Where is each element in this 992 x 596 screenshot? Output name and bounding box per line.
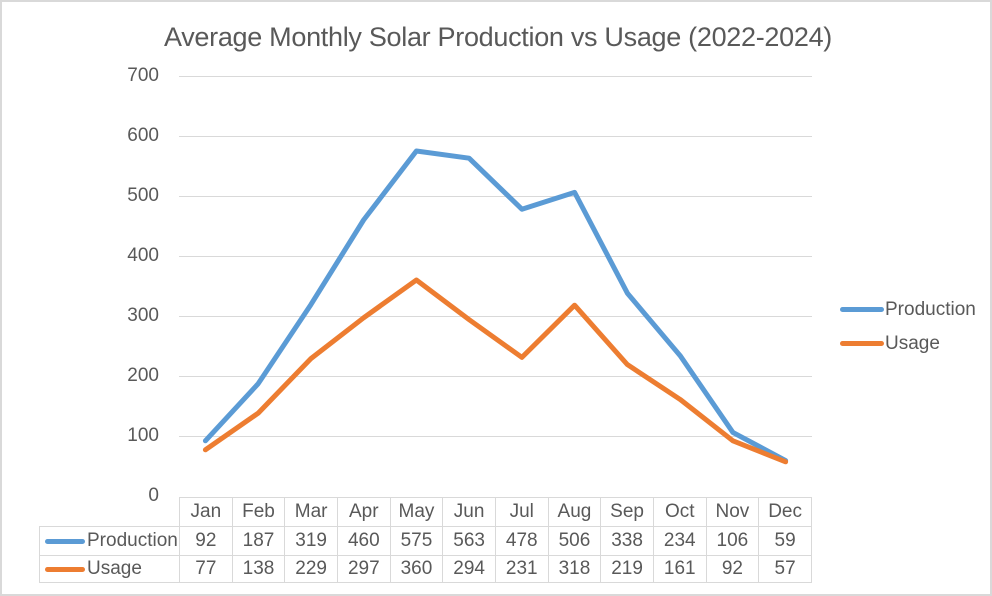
production-value-cell: 106 bbox=[705, 526, 760, 556]
table-row-production: Production 92 187 319 460 575 563 478 50… bbox=[39, 526, 812, 556]
chart-data-table: Jan Feb Mar Apr May Jun Jul Aug Sep Oct … bbox=[39, 497, 812, 583]
usage-value-cell: 92 bbox=[705, 555, 760, 583]
chart-title: Average Monthly Solar Production vs Usag… bbox=[164, 22, 832, 52]
production-value-cell: 478 bbox=[494, 526, 549, 556]
production-value-cell: 319 bbox=[284, 526, 338, 556]
usage-value-cell: 229 bbox=[284, 555, 338, 583]
usage-value-cell: 57 bbox=[758, 555, 812, 583]
usage-value-cell: 231 bbox=[494, 555, 549, 583]
y-axis-label: 700 bbox=[127, 65, 159, 86]
usage-line[interactable] bbox=[202, 277, 789, 465]
month-header-cell: May bbox=[389, 497, 444, 527]
series-name-label: Production bbox=[87, 530, 178, 551]
production-value-cell: 59 bbox=[758, 526, 812, 556]
usage-line-swatch bbox=[840, 341, 884, 346]
table-corner-cell bbox=[40, 498, 180, 527]
month-header-cell: Sep bbox=[600, 497, 654, 527]
gridline bbox=[179, 256, 812, 257]
y-axis-label: 300 bbox=[127, 305, 159, 326]
usage-value-cell: 360 bbox=[389, 555, 444, 583]
table-row-usage: Usage 77 138 229 297 360 294 231 318 219… bbox=[39, 555, 812, 583]
legend-label: Production bbox=[885, 298, 976, 320]
usage-value-cell: 294 bbox=[442, 555, 496, 583]
gridline bbox=[179, 316, 812, 317]
month-header-cell: Jul bbox=[494, 497, 549, 527]
legend-item-usage[interactable]: Usage bbox=[840, 333, 990, 354]
gridline bbox=[179, 376, 812, 377]
month-header-cell: Aug bbox=[547, 497, 602, 527]
production-line-swatch bbox=[840, 307, 884, 312]
legend-item-production[interactable]: Production bbox=[840, 299, 990, 320]
legend: Production Usage bbox=[840, 299, 990, 367]
plot-area[interactable] bbox=[179, 76, 812, 496]
month-header-row: Jan Feb Mar Apr May Jun Jul Aug Sep Oct … bbox=[40, 497, 812, 527]
legend-label: Usage bbox=[885, 332, 940, 354]
usage-value-cell: 161 bbox=[652, 555, 707, 583]
production-row-key: Production bbox=[39, 526, 180, 556]
production-line[interactable] bbox=[202, 148, 789, 464]
month-header-cell: Apr bbox=[336, 497, 391, 527]
production-value-cell: 460 bbox=[336, 526, 391, 556]
y-axis-label: 500 bbox=[127, 185, 159, 206]
month-header-cell: Mar bbox=[284, 497, 338, 527]
usage-line-swatch bbox=[45, 566, 85, 572]
series-name-label: Usage bbox=[87, 558, 142, 579]
gridline bbox=[179, 436, 812, 437]
series-plot bbox=[202, 148, 789, 465]
month-header-cell: Dec bbox=[758, 497, 812, 527]
month-header-cell: Feb bbox=[231, 497, 286, 527]
month-header-cell: Nov bbox=[705, 497, 760, 527]
month-header-cell: Oct bbox=[652, 497, 707, 527]
usage-value-cell: 318 bbox=[547, 555, 602, 583]
month-header-cell: Jun bbox=[442, 497, 496, 527]
usage-row-key: Usage bbox=[39, 555, 180, 583]
y-axis-label: 400 bbox=[127, 245, 159, 266]
production-value-cell: 187 bbox=[231, 526, 286, 556]
usage-value-cell: 219 bbox=[600, 555, 654, 583]
y-axis-label: 0 bbox=[148, 485, 159, 506]
month-header-cell: Jan bbox=[179, 497, 233, 527]
production-value-cell: 506 bbox=[547, 526, 602, 556]
production-value-cell: 575 bbox=[389, 526, 444, 556]
production-value-cell: 92 bbox=[179, 526, 233, 556]
production-line-swatch bbox=[45, 538, 85, 544]
production-value-cell: 338 bbox=[600, 526, 654, 556]
y-axis-label: 200 bbox=[127, 365, 159, 386]
production-value-cell: 563 bbox=[442, 526, 496, 556]
y-axis-label: 100 bbox=[127, 425, 159, 446]
production-value-cell: 234 bbox=[652, 526, 707, 556]
usage-value-cell: 138 bbox=[231, 555, 286, 583]
y-axis-label: 600 bbox=[127, 125, 159, 146]
usage-value-cell: 77 bbox=[179, 555, 233, 583]
usage-value-cell: 297 bbox=[336, 555, 391, 583]
gridline bbox=[179, 136, 812, 137]
gridline bbox=[179, 76, 812, 77]
gridline bbox=[179, 196, 812, 197]
